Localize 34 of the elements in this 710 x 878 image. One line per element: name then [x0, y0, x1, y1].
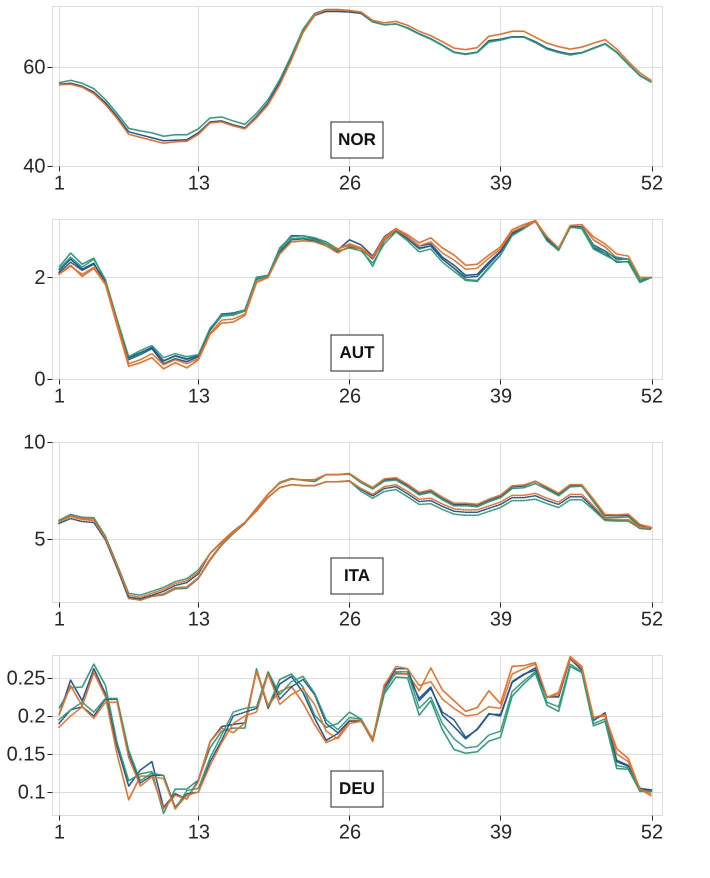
x-tick-label: 52: [640, 608, 664, 630]
annotation: DEU: [339, 779, 375, 798]
x-tick-label: 39: [490, 172, 512, 194]
y-tick-label: 0.15: [6, 744, 46, 766]
x-tick-label: 1: [54, 172, 66, 194]
x-tick-label: 52: [640, 822, 664, 844]
y-tick-label: 10: [23, 432, 46, 454]
y-tick-label: 40: [23, 156, 46, 178]
x-tick-label: 26: [338, 386, 362, 408]
x-tick-label: 26: [338, 822, 362, 844]
x-tick-label: 52: [640, 386, 664, 408]
x-tick-label: 26: [338, 608, 362, 630]
y-tick-label: 2: [34, 266, 46, 289]
x-tick-label: 39: [490, 608, 512, 630]
x-tick-label: 26: [338, 172, 362, 194]
y-tick-label: 60: [23, 56, 46, 78]
x-tick-label: 52: [640, 172, 664, 194]
annotation: AUT: [340, 343, 376, 362]
y-tick-label: 0.2: [18, 705, 46, 728]
x-tick-label: 13: [188, 822, 210, 844]
annotation: ITA: [344, 566, 370, 585]
x-tick-label: 39: [490, 822, 512, 844]
x-tick-label: 13: [188, 386, 210, 408]
y-tick-label: 0: [34, 368, 46, 390]
x-tick-label: 39: [490, 386, 512, 408]
x-tick-label: 1: [54, 386, 66, 408]
y-tick-label: 5: [34, 528, 46, 550]
x-tick-label: 13: [188, 172, 210, 194]
x-tick-label: 1: [54, 822, 66, 844]
x-tick-label: 13: [188, 608, 210, 630]
annotation: NOR: [338, 130, 376, 149]
y-tick-label: 0.1: [18, 782, 46, 804]
y-tick-label: 0.25: [6, 667, 46, 690]
x-tick-label: 1: [54, 608, 66, 630]
